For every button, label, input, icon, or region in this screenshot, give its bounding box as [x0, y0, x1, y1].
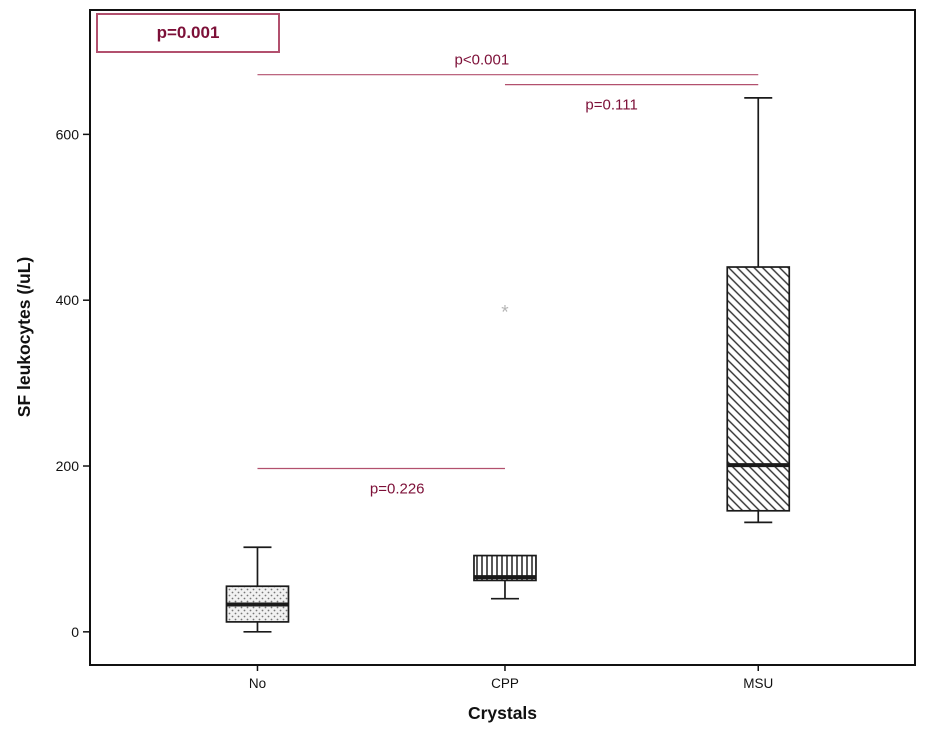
category-label-msu: MSU	[743, 676, 773, 691]
y-tick-label: 0	[71, 624, 79, 640]
comparison-label-1: p=0.111	[585, 97, 637, 114]
category-label-no: No	[249, 676, 266, 691]
box-msu	[726, 266, 791, 512]
category-label-cpp: CPP	[491, 676, 519, 691]
significance-box-label: p=0.001	[156, 23, 220, 42]
outlier-marker-cpp: *	[501, 303, 509, 324]
comparison-label-0: p<0.001	[455, 52, 510, 69]
x-axis-title: Crystals	[467, 703, 538, 723]
comparison-label-2: p=0.226	[370, 481, 425, 498]
y-tick-label: 600	[56, 126, 80, 142]
y-axis-title: SF leukocytes (/uL)	[14, 256, 34, 418]
significance-box: p=0.001	[96, 13, 280, 53]
y-tick-label: 200	[56, 458, 80, 474]
y-tick-label: 400	[56, 292, 80, 308]
